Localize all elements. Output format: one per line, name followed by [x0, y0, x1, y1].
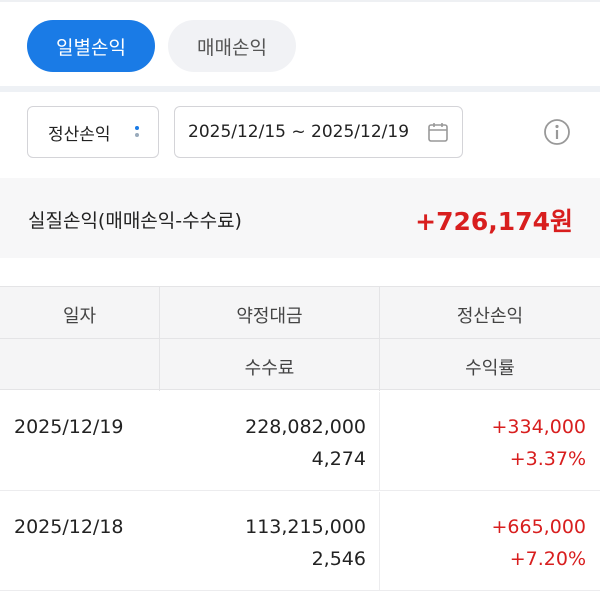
- pnl-cell: +334,000: [491, 416, 587, 438]
- summary-panel: 실질손익(매매손익-수수료) +726,174원: [0, 178, 600, 258]
- header-cell: 수수료: [244, 358, 295, 379]
- dropdown-icon: [135, 126, 139, 137]
- fee-cell: 4,274: [311, 448, 366, 470]
- calendar-icon: [428, 123, 448, 142]
- tab-daily[interactable]: 일별손익: [27, 20, 155, 72]
- amount-cell: 113,215,000: [245, 516, 366, 538]
- rate-cell: +3.37%: [509, 448, 586, 470]
- top-edge: [0, 0, 600, 2]
- rate-cell: +7.20%: [509, 548, 586, 570]
- col-divider: [159, 287, 160, 391]
- table-header: 일자 약정대금 정산손익 수수료 수익률: [0, 286, 600, 391]
- col-divider: [379, 492, 380, 590]
- header-cell: 수익률: [465, 358, 515, 379]
- type-dropdown[interactable]: 정산손익: [27, 106, 159, 158]
- pnl-cell: +665,000: [491, 516, 587, 538]
- header-cell: 일자: [62, 306, 97, 327]
- date-cell: 2025/12/18: [14, 516, 124, 538]
- header-cell: 약정대금: [236, 306, 303, 327]
- col-divider: [379, 392, 380, 490]
- amount-cell: 228,082,000: [245, 416, 366, 438]
- summary-label: 실질손익(매매손익-수수료): [28, 210, 242, 232]
- date-cell: 2025/12/19: [14, 416, 124, 438]
- date-range[interactable]: 2025/12/15 ~ 2025/12/19: [174, 106, 463, 158]
- col-divider: [379, 287, 380, 391]
- header-cell: 정산손익: [456, 306, 524, 327]
- row-divider: [0, 590, 600, 591]
- summary-value: +726,174원: [415, 207, 573, 236]
- fee-cell: 2,546: [311, 548, 366, 570]
- date-range-text: 2025/12/15 ~ 2025/12/19: [188, 122, 410, 142]
- tab-trade[interactable]: 매매손익: [168, 20, 296, 72]
- info-icon[interactable]: [543, 118, 571, 146]
- separator: [0, 86, 600, 92]
- dropdown-text: 정산손익: [48, 124, 111, 145]
- row-divider: [0, 490, 600, 491]
- header-divider: [0, 338, 600, 339]
